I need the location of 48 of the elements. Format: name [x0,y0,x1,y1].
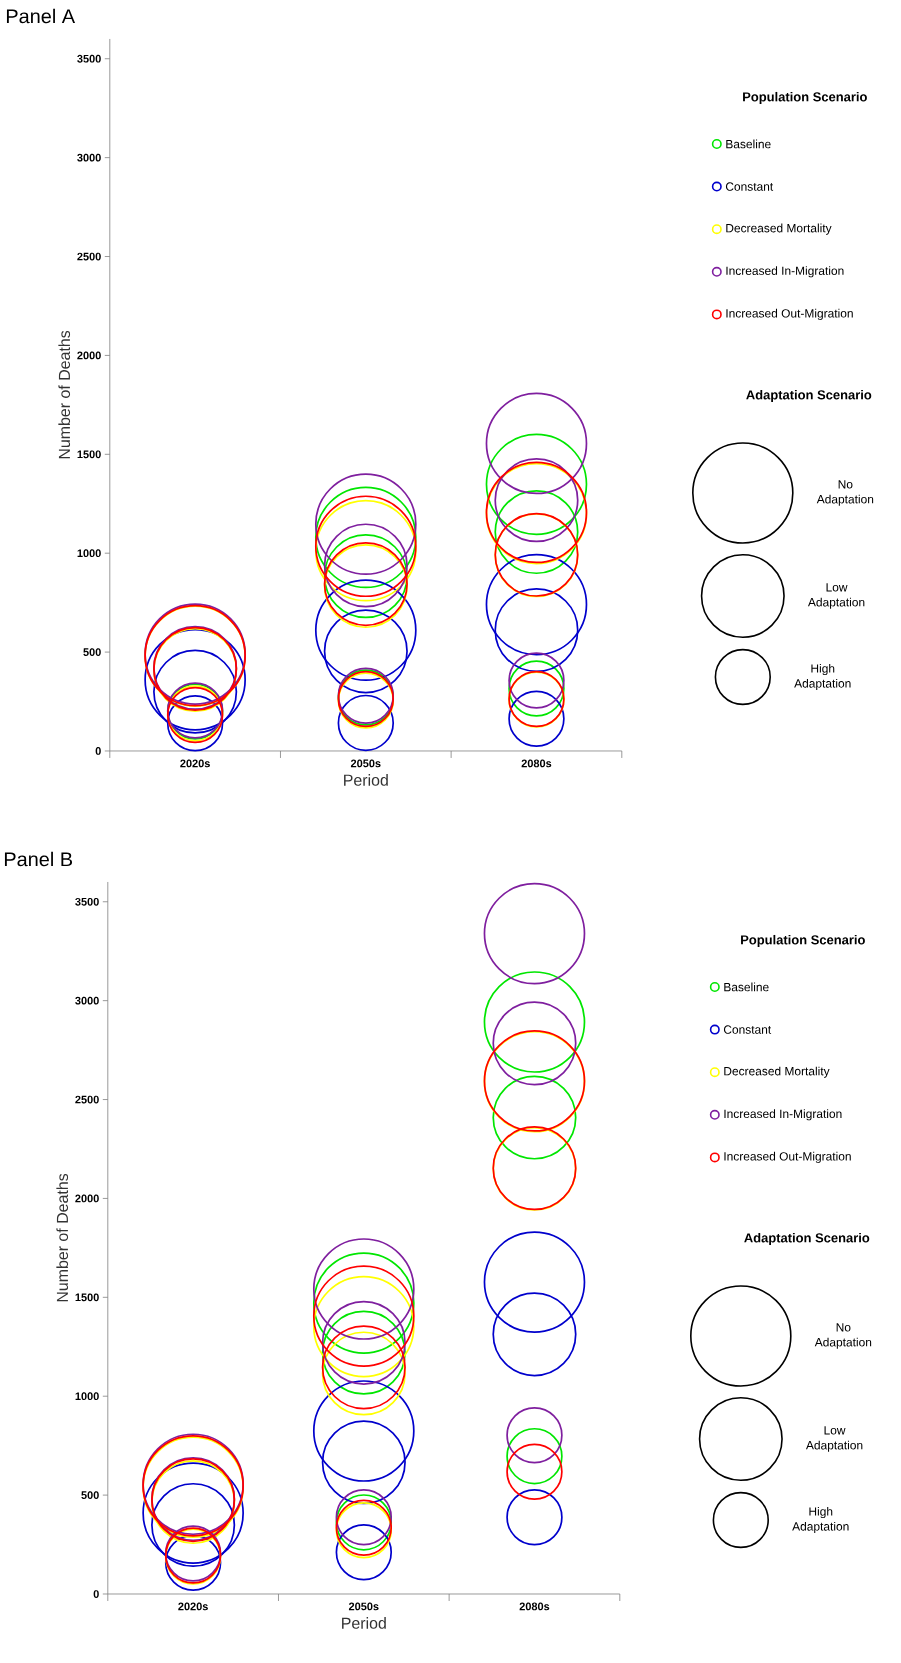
legend-label: Increased In-Migration [724,1109,842,1121]
y-tick-label: 0 [95,747,101,755]
y-tick-label: 1000 [75,1392,99,1401]
y-axis-title: Number of Deaths [56,1173,69,1302]
x-tick-label: 2080s [521,759,552,768]
y-tick-label: 2000 [77,351,101,360]
legend-label: Baseline [726,139,771,149]
x-tick-label: 2050s [349,1602,379,1611]
legend-label: High Adaptation [792,1506,849,1534]
legend-title: Population Scenario [743,91,867,105]
y-tick-label: 0 [93,1590,99,1598]
x-tick-label: 2020s [178,1602,208,1611]
y-tick-label: 3500 [77,54,101,63]
y-tick-label: 1000 [77,549,101,558]
legend-title: Population Scenario [741,934,865,948]
legend-label: Decreased Mortality [724,1066,830,1078]
y-tick-label: 500 [83,648,101,656]
x-tick-label: 2020s [180,759,210,768]
text: Adaptation Scenario [744,1232,870,1246]
legend-label: Low Adaptation [808,583,865,609]
y-tick-label: 3000 [75,996,99,1005]
legend-label: Increased Out-Migration [726,308,853,320]
legend-label: Baseline [724,982,769,992]
text: Adaptation Scenario [746,389,872,403]
y-tick-label: 1500 [75,1293,99,1302]
legend-label: Increased Out-Migration [724,1151,851,1163]
legend-label: Increased In-Migration [726,266,844,278]
y-tick-label: 3000 [77,153,101,162]
y-tick-label: 2000 [75,1194,99,1203]
chart-title: Panel B [5,851,73,867]
legend-label: Low Adaptation [806,1426,863,1452]
legend-label: High Adaptation [794,663,851,691]
x-tick-label: 2080s [519,1602,550,1611]
x-tick-label: 2050s [351,759,381,768]
legend-label: No Adaptation [816,480,874,506]
y-tick-label: 500 [81,1491,99,1499]
legend-label: No Adaptation [814,1323,872,1349]
x-axis-title: Period [344,774,388,786]
chart-title: Panel A [7,8,76,24]
y-tick-label: 2500 [77,252,101,261]
x-axis-title: Period [342,1617,386,1629]
y-tick-label: 3500 [75,897,99,906]
y-tick-label: 2500 [75,1095,99,1104]
legend-label: Decreased Mortality [726,223,832,235]
y-axis-title: Number of Deaths [58,330,71,459]
legend-label: Constant [724,1025,772,1034]
legend-label: Constant [726,182,774,191]
y-tick-label: 1500 [77,450,101,459]
